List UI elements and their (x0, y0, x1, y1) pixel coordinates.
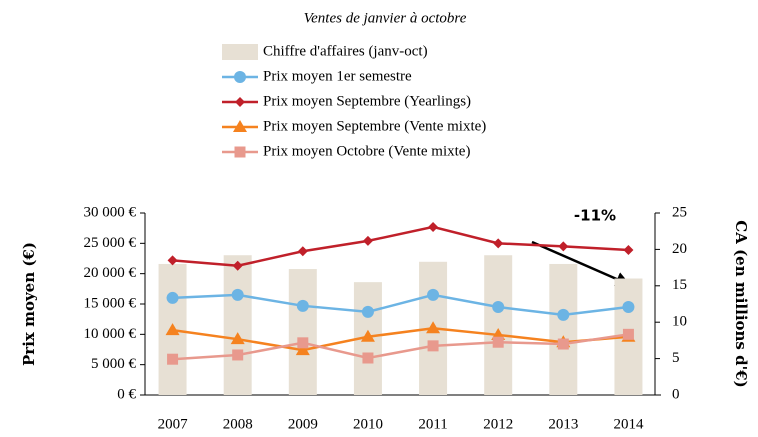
legend-marker (235, 97, 245, 107)
y2-tick-label: 20 (672, 241, 687, 257)
line (172, 333, 629, 361)
y2-tick-label: 25 (672, 204, 687, 220)
y2-tick-label: 10 (672, 314, 687, 330)
x-tick-label: 2012 (483, 416, 513, 432)
annotation: -11% (574, 207, 616, 225)
point (360, 329, 375, 342)
point (167, 353, 179, 365)
legend-marker (234, 146, 246, 158)
x-tick-label: 2013 (548, 416, 578, 432)
point (492, 336, 504, 348)
legend-label: Chiffre d'affaires (janv-oct) (263, 43, 428, 59)
point (362, 352, 374, 364)
x-tick-label: 2008 (223, 416, 253, 432)
bar (549, 263, 578, 395)
bar (223, 255, 252, 395)
point (297, 337, 309, 349)
y-tick-label: 0 € (117, 386, 136, 402)
x-tick-label: 2010 (353, 416, 383, 432)
point (231, 288, 244, 301)
x-tick-label: 2009 (288, 416, 318, 432)
x-tick-label: 2011 (418, 416, 447, 432)
x-tick-label: 2007 (158, 416, 189, 432)
point (623, 245, 634, 256)
legend-marker (234, 71, 246, 83)
line (172, 327, 629, 352)
point (362, 235, 373, 246)
y2-tick-label: 5 (672, 350, 680, 366)
legend-marker (233, 120, 247, 132)
y-tick-label: 15 000 € (84, 295, 137, 311)
point (297, 246, 308, 257)
y-tick-label: 5 000 € (91, 356, 137, 372)
x-tick-label: 2014 (613, 416, 644, 432)
legend-label: Prix moyen 1er semestre (263, 68, 412, 84)
point (361, 305, 374, 318)
annotation-arrow (531, 240, 631, 287)
point (492, 301, 505, 314)
y-tick-label: 10 000 € (84, 326, 137, 342)
y2-axis-label: CA (en millions d'€) (732, 220, 750, 387)
line (172, 225, 629, 268)
y2-tick-label: 15 (672, 277, 687, 293)
point (295, 343, 310, 356)
y2-tick-label: 0 (672, 386, 680, 402)
point (558, 241, 569, 252)
legend-swatch (222, 44, 258, 60)
point (557, 338, 569, 350)
bar (288, 269, 317, 395)
legend-label: Prix moyen Octobre (Vente mixte) (263, 143, 470, 159)
legend-label: Prix moyen Septembre (Vente mixte) (263, 118, 486, 134)
point (296, 299, 309, 312)
point (427, 340, 439, 352)
point (493, 238, 504, 249)
legend-label: Prix moyen Septembre (Yearlings) (263, 93, 471, 109)
bar (484, 255, 513, 395)
point (165, 323, 180, 336)
point (622, 328, 634, 340)
y-tick-label: 25 000 € (84, 235, 137, 251)
chart-subtitle: Ventes de janvier à octobre (304, 10, 467, 26)
point (426, 321, 441, 334)
point (232, 349, 244, 361)
y-axis-label: Prix moyen (€) (20, 242, 38, 366)
point (622, 301, 635, 314)
point (557, 308, 570, 321)
point (427, 288, 440, 301)
y-tick-label: 30 000 € (84, 204, 137, 220)
point (232, 260, 243, 271)
line (172, 293, 629, 317)
point (428, 221, 439, 232)
point (166, 291, 179, 304)
point (167, 255, 178, 266)
y-tick-label: 20 000 € (84, 265, 137, 281)
point (230, 332, 245, 345)
